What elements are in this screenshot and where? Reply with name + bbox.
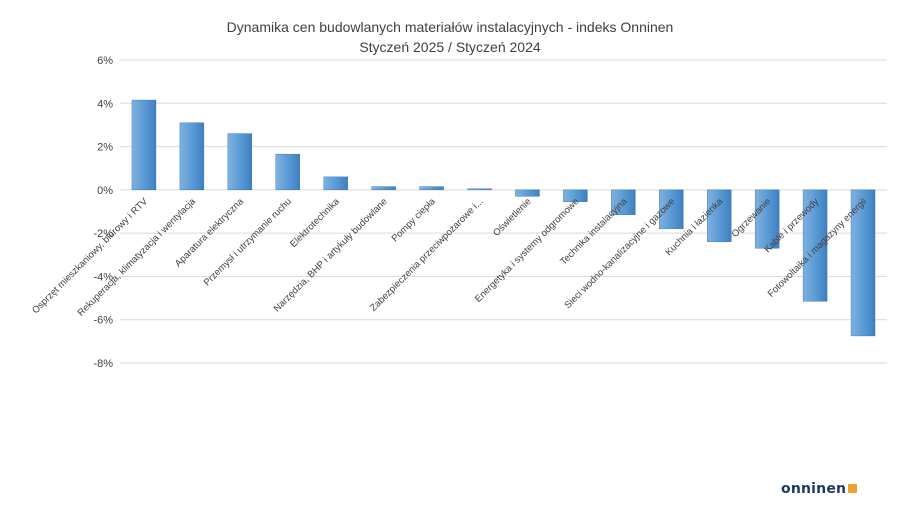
logo-text: onninen	[781, 481, 847, 497]
bar	[179, 122, 205, 191]
y-tick-label: -8%	[93, 358, 113, 370]
logo-mark-icon	[848, 484, 858, 493]
y-tick-label: 2%	[97, 142, 113, 154]
bar	[275, 153, 300, 191]
bar	[707, 189, 732, 243]
bar	[467, 188, 492, 191]
y-tick-label: -4%	[93, 271, 113, 283]
bar	[659, 189, 684, 230]
bar	[850, 189, 876, 337]
bar	[515, 189, 540, 197]
y-tick-label: -6%	[93, 315, 113, 327]
category-label: Pompy ciepła	[390, 196, 439, 245]
chart-title: Dynamika cen budowlanych materiałów inst…	[226, 19, 674, 35]
bar	[754, 189, 780, 249]
bar	[802, 189, 828, 302]
category-label: Przemysł i utrzymanie ruchu	[202, 196, 294, 288]
bar	[227, 133, 253, 191]
chart-subtitle: Styczeń 2025 / Styczeń 2024	[359, 39, 541, 55]
y-tick-label: 0%	[97, 185, 113, 197]
onninen-logo: onninen	[781, 481, 858, 497]
bar	[371, 186, 396, 191]
category-label: Elektrotechnika	[288, 196, 342, 250]
bar	[419, 186, 444, 191]
category-label: Oświetlenie	[491, 196, 534, 239]
bar	[323, 176, 348, 191]
bar	[611, 189, 636, 215]
y-tick-label: -2%	[93, 228, 113, 240]
y-tick-label: 4%	[97, 98, 113, 110]
y-tick-label: 6%	[97, 55, 113, 67]
category-label: Energetyka i systemy odgromowe	[473, 196, 582, 305]
bar	[563, 189, 588, 202]
bar-series	[131, 99, 876, 337]
bar	[131, 99, 157, 191]
